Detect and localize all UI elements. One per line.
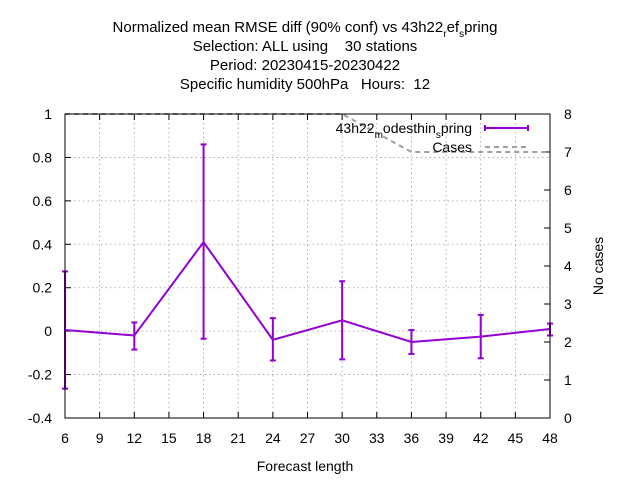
x-tick-label: 33 — [369, 430, 385, 446]
y-tick-label: 0.2 — [33, 280, 53, 296]
title-line-1: Normalized mean RMSE diff (90% conf) vs … — [113, 19, 498, 40]
chart-title: Normalized mean RMSE diff (90% conf) vs … — [113, 19, 498, 93]
title-line-4: Specific humidity 500hPa Hours: 12 — [180, 76, 430, 93]
y-tick-label: -0.4 — [28, 410, 52, 426]
ticks: 6 9 12 15 18 21 24 27 30 33 36 39 42 45 48-0.4-0.200.2… — [28, 106, 572, 446]
x-tick-label: 9 — [96, 430, 104, 446]
x-tick-label: 18 — [196, 430, 212, 446]
y2-tick-label: 2 — [564, 334, 572, 350]
x-tick-label: 27 — [300, 430, 316, 446]
x-tick-label: 15 — [161, 430, 177, 446]
y-tick-label: -0.2 — [28, 367, 52, 383]
x-tick-label: 30 — [334, 430, 350, 446]
x-tick-label: 6 — [61, 430, 69, 446]
legend: 43h22modesthinspring Cases — [336, 120, 529, 155]
y2-tick-label: 7 — [564, 144, 572, 160]
y-tick-label: 0.6 — [33, 193, 53, 209]
title-line-3: Period: 20230415-20230422 — [210, 57, 400, 74]
grid — [65, 114, 550, 418]
y2-tick-label: 5 — [564, 220, 572, 236]
y-tick-label: 0 — [44, 323, 52, 339]
y-tick-label: 0.8 — [33, 149, 53, 165]
x-tick-label: 42 — [473, 430, 489, 446]
plot-frame — [64, 113, 551, 419]
y-tick-label: 0.4 — [33, 236, 53, 252]
y2-tick-label: 6 — [564, 182, 572, 198]
x-tick-label: 48 — [542, 430, 558, 446]
x-tick-label: 39 — [438, 430, 454, 446]
x-tick-label: 21 — [230, 430, 246, 446]
y2-tick-label: 0 — [564, 410, 572, 426]
x-tick-label: 24 — [265, 430, 281, 446]
y2-tick-label: 4 — [564, 258, 572, 274]
series-line — [64, 240, 551, 344]
y2-tick-label: 3 — [564, 296, 572, 312]
x-tick-label: 45 — [508, 430, 524, 446]
x-tick-label: 36 — [404, 430, 420, 446]
legend-label-cases: Cases — [432, 139, 472, 155]
y2-axis-label: No cases — [590, 237, 606, 295]
x-tick-label: 12 — [126, 430, 142, 446]
x-axis-label: Forecast length — [257, 458, 354, 474]
y2-tick-label: 1 — [564, 372, 572, 388]
legend-label-main: 43h22modesthinspring — [336, 120, 472, 141]
y-tick-label: 1 — [44, 106, 52, 122]
y2-tick-label: 8 — [564, 106, 572, 122]
title-line-2: Selection: ALL using 30 stations — [193, 38, 418, 55]
